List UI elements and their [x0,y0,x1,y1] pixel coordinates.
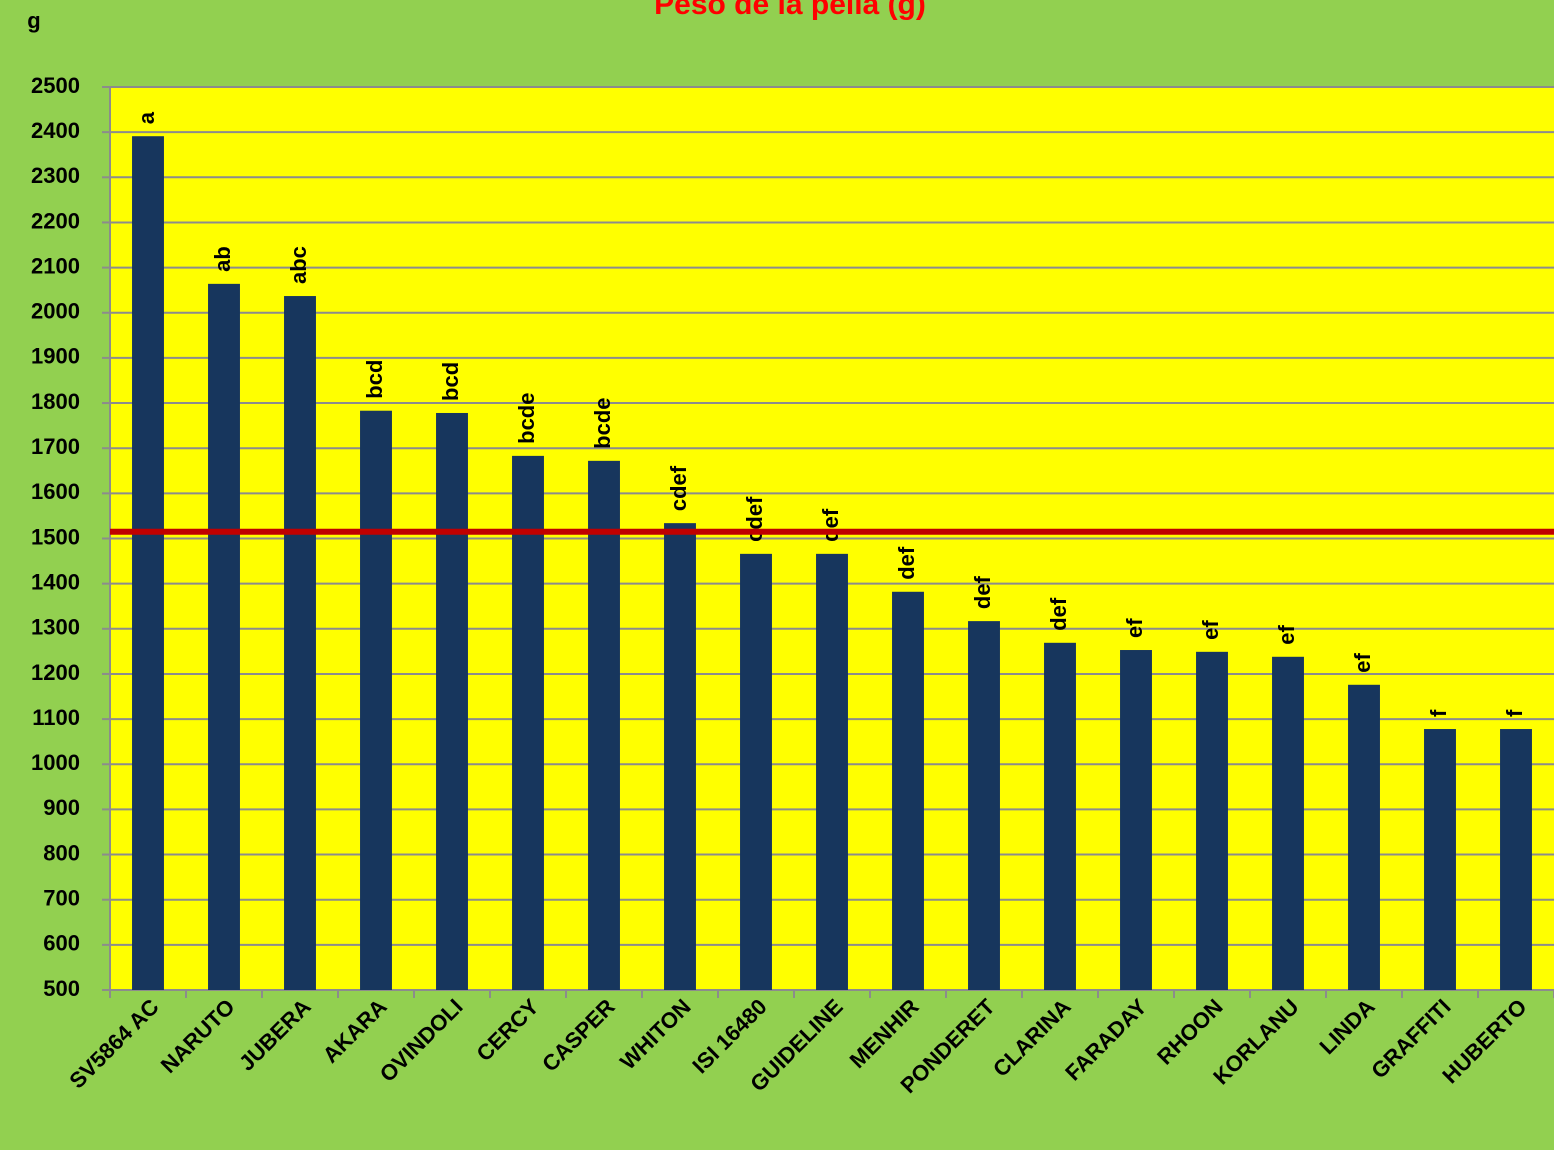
y-tick-label: 2200 [31,208,80,233]
x-tick-label: WHITON [615,994,695,1074]
bar [1120,650,1152,990]
x-tick-label: JUBERA [234,994,316,1076]
bar [132,136,164,990]
bar [1348,684,1380,990]
y-tick-label: 2000 [31,299,80,324]
x-tick-label: NARUTO [156,994,240,1078]
bar [1424,729,1456,990]
x-tick-label: CASPER [537,994,620,1077]
bar [360,410,392,991]
annotation: cdef [666,465,691,511]
x-tick-label: RHOON [1152,994,1228,1070]
y-tick-label: 800 [43,840,80,865]
bar [436,412,468,990]
y-tick-label: 1300 [31,615,80,640]
y-tick-label: 2500 [31,73,80,98]
y-tick-label: 700 [43,886,80,911]
y-tick-label: 1200 [31,660,80,685]
bar [968,621,1000,990]
annotation: ab [210,246,235,272]
bar [1500,729,1532,990]
y-tick-label: 1100 [32,705,80,730]
x-tick-label: MENHIR [845,994,924,1073]
bar [512,455,544,990]
annotation: ef [1198,620,1223,640]
annotation: cdef [742,496,767,542]
bar [892,591,924,990]
annotation: a [134,111,159,124]
annotation: f [1426,709,1451,717]
y-tick-label: 1400 [31,569,80,594]
bar [1272,656,1304,990]
annotation: bcd [438,362,463,401]
annotation: bcde [514,393,539,444]
annotation: abc [286,246,311,284]
chart-title: Peso de la pella (g) [654,0,926,21]
annotation: f [1502,709,1527,717]
y-tick-label: 2300 [31,163,80,188]
annotation: bcde [590,397,615,448]
bar [208,283,240,990]
y-tick-label: 1700 [31,434,80,459]
bar [816,553,848,990]
bar [664,523,696,990]
y-tick-label: 900 [43,795,80,820]
y-axis-label: g [27,8,40,33]
annotation: def [818,508,843,542]
bar [284,296,316,990]
annotation: ef [1122,618,1147,638]
x-tick-label: AKARA [318,994,392,1068]
y-tick-label: 1000 [31,750,80,775]
annotation: def [1046,597,1071,631]
bar [588,460,620,990]
y-tick-label: 600 [43,931,80,956]
y-tick-label: 1600 [31,479,80,504]
y-tick-label: 2100 [31,253,80,278]
bar [740,553,772,990]
x-tick-label: FARADAY [1060,994,1152,1086]
bar [1044,642,1076,990]
x-tick-label: LINDA [1314,994,1379,1059]
x-tick-label: SV5864 AC [64,994,163,1093]
x-tick-label: OVINDOLI [375,994,468,1087]
y-tick-label: 1900 [31,344,80,369]
annotation: def [970,575,995,609]
annotation: bcd [362,360,387,399]
annotation: ef [1350,653,1375,673]
y-tick-label: 1500 [31,524,80,549]
y-tick-label: 1800 [31,389,80,414]
y-tick-label: 500 [43,976,80,1001]
bar [1196,651,1228,990]
annotation: ef [1274,625,1299,645]
annotation: def [894,546,919,580]
x-tick-label: CERCY [472,994,544,1066]
y-tick-label: 2400 [31,118,80,143]
